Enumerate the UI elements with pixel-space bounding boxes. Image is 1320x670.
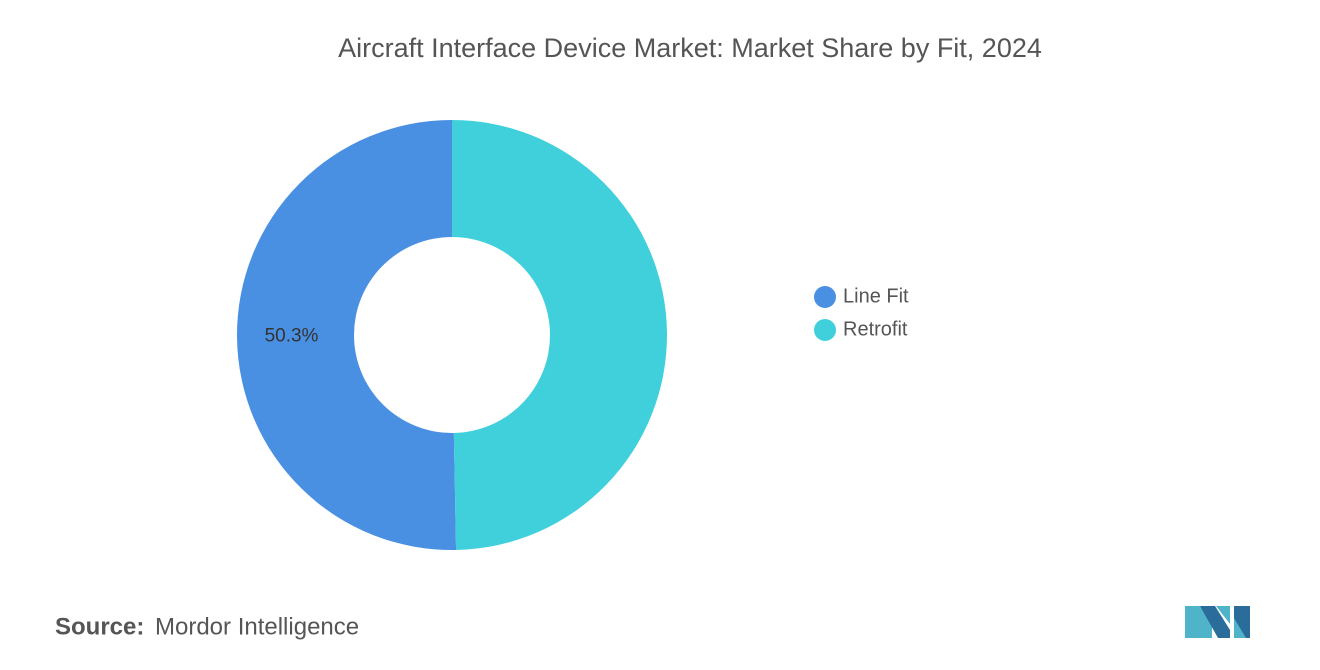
- chart-title: Aircraft Interface Device Market: Market…: [338, 33, 1042, 63]
- legend: Line Fit Retrofit: [814, 285, 909, 341]
- donut-segment: [452, 120, 667, 550]
- legend-swatch: [814, 319, 836, 341]
- legend-label: Retrofit: [843, 318, 908, 340]
- logo: [1185, 606, 1250, 638]
- legend-swatch: [814, 286, 836, 308]
- legend-label: Line Fit: [843, 285, 909, 307]
- data-label: 50.3%: [265, 326, 319, 347]
- donut: 50.3%: [236, 120, 667, 551]
- source: Mordor Intelligence: [155, 613, 359, 640]
- source-label: Source:: [55, 613, 144, 640]
- donut-segment: [236, 120, 457, 551]
